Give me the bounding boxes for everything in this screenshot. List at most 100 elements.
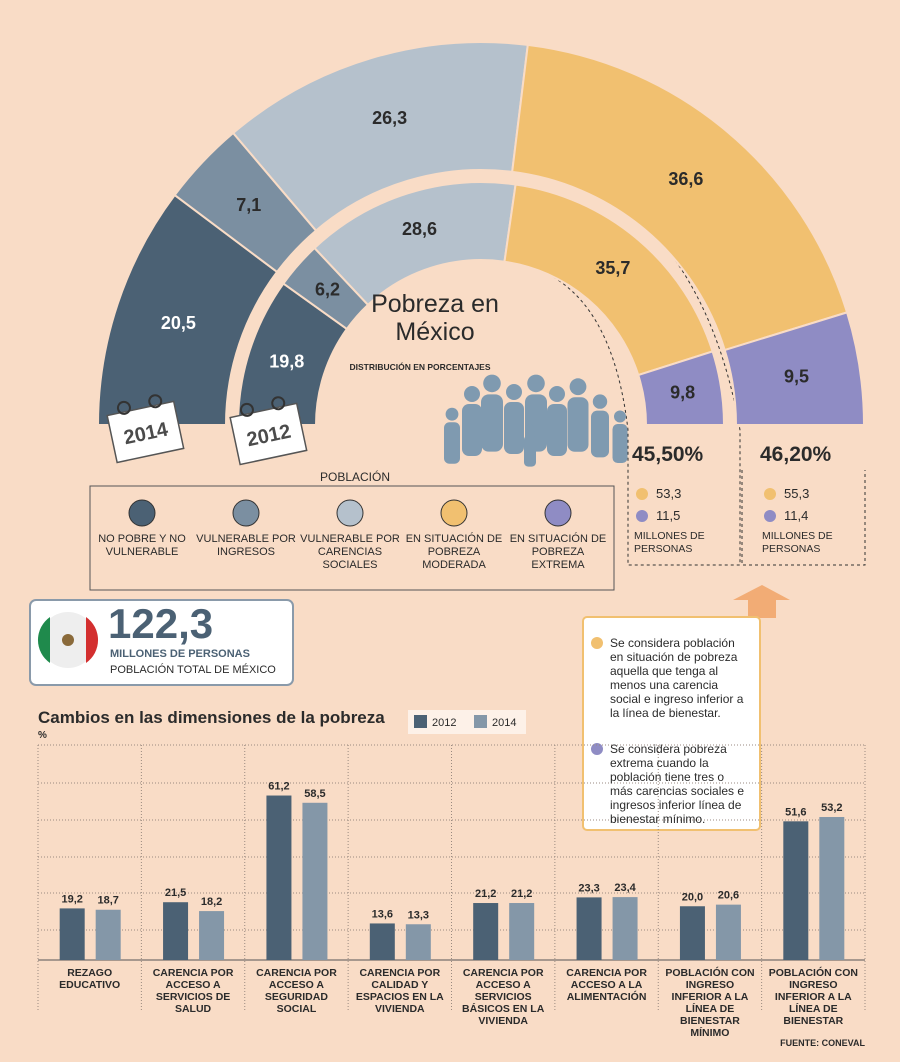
bar <box>576 897 602 960</box>
y-label: % <box>38 730 47 741</box>
flag <box>62 634 74 646</box>
x-tick-label: CARENCIA POR ACCESO A SEGURIDAD SOCIAL <box>256 967 337 1015</box>
legend-swatch <box>474 715 487 728</box>
summary-dot <box>764 510 776 522</box>
value-label: 53,2 <box>821 802 842 814</box>
summary-unit: MILLONES DE PERSONAS <box>634 530 705 555</box>
bar <box>819 817 845 960</box>
summary-dot <box>636 510 648 522</box>
person-icon <box>547 404 567 456</box>
title: Pobreza en México <box>371 290 499 346</box>
value-label: 13,3 <box>408 909 429 921</box>
ring-segment <box>637 350 726 426</box>
summary-moderate: 55,3 <box>784 486 810 501</box>
ring-segment <box>723 311 866 426</box>
value-label: 21,2 <box>511 888 532 900</box>
value-label: 51,6 <box>785 806 806 818</box>
calendar: 2012 <box>229 396 308 466</box>
person-icon <box>549 386 565 402</box>
bar <box>59 908 85 960</box>
legend-label: EN SITUACIÓN DE POBREZA MODERADA <box>405 533 503 571</box>
total-unit: MILLONES DE PERSONAS <box>110 648 250 660</box>
legend-swatch <box>414 715 427 728</box>
bar <box>163 902 189 960</box>
person-icon <box>524 435 536 467</box>
calendar-ring <box>148 394 163 409</box>
person-icon <box>567 397 589 452</box>
bar <box>679 906 705 960</box>
value-label: 23,4 <box>614 882 636 894</box>
person-icon <box>483 374 501 393</box>
value-label: 13,6 <box>372 908 393 920</box>
note-dot <box>591 743 603 755</box>
legend-dot <box>128 499 156 527</box>
value-label: 6,2 <box>315 279 340 299</box>
value-label: 19,8 <box>269 351 304 371</box>
total-box <box>29 599 294 686</box>
value-label: 20,6 <box>718 890 739 902</box>
value-label: 20,5 <box>161 313 196 333</box>
x-tick-label: CARENCIA POR ACCESO A LA ALIMENTACIÓN <box>566 967 647 1003</box>
bar <box>612 897 638 960</box>
legend-dot <box>232 499 260 527</box>
x-tick-label: POBLACIÓN CON INGRESO INFERIOR A LA LÍNE… <box>665 967 755 1039</box>
x-tick-label: POBLACIÓN CON INGRESO INFERIOR A LA LÍNE… <box>768 967 858 1027</box>
person-icon <box>445 407 459 421</box>
subtitle: DISTRIBUCIÓN EN PORCENTAJES <box>349 362 491 372</box>
legend-label: EN SITUACIÓN DE POBREZA EXTREMA <box>509 533 607 571</box>
bar <box>509 903 535 960</box>
summary-percent: 45,50% <box>632 443 704 466</box>
arrow <box>733 585 790 618</box>
legend-dot <box>544 499 572 527</box>
flag <box>86 617 99 663</box>
legend-label: 2014 <box>492 717 516 729</box>
bar <box>266 795 292 960</box>
bar <box>369 923 395 960</box>
summary-moderate: 53,3 <box>656 486 682 501</box>
legend-dot <box>336 499 364 527</box>
value-label: 18,2 <box>201 896 222 908</box>
bar-legend-box <box>408 710 526 734</box>
value-label: 36,6 <box>668 169 703 189</box>
total-value: 122,3 <box>108 600 214 647</box>
x-tick-label: CARENCIA POR CALIDAD Y ESPACIOS EN LA VI… <box>355 967 444 1015</box>
x-tick-label: CARENCIA POR ACCESO A SERVICIOS BÁSICOS … <box>462 967 545 1027</box>
value-label: 9,5 <box>784 366 809 386</box>
note-dot <box>591 637 603 649</box>
person-icon <box>506 384 522 400</box>
value-label: 9,8 <box>670 383 695 403</box>
note: Se considera pobreza extrema cuando la p… <box>610 742 745 826</box>
value-label: 19,2 <box>61 893 82 905</box>
bar <box>473 903 499 960</box>
calendar-ring <box>271 396 286 411</box>
bar <box>783 821 809 960</box>
summary-extreme: 11,4 <box>784 508 809 523</box>
legend-box <box>89 485 615 591</box>
person-icon <box>614 410 626 423</box>
calendar-ring <box>116 400 131 415</box>
summary-dot <box>764 488 776 500</box>
calendar-page <box>229 402 308 466</box>
note: Se considera población en situación de p… <box>610 636 744 720</box>
bar-title: Cambios en las dimensiones de la pobreza <box>38 708 385 727</box>
calendar-ring <box>239 402 254 417</box>
value-label: 21,5 <box>165 887 186 899</box>
bar <box>95 909 121 960</box>
value-label: 35,7 <box>595 258 630 278</box>
legend-label: 2012 <box>432 717 456 729</box>
x-tick-label: REZAGO EDUCATIVO <box>59 967 121 991</box>
bar <box>302 802 328 960</box>
connector <box>741 470 866 566</box>
bar <box>405 924 431 960</box>
calendar-page <box>106 400 185 464</box>
total-label: POBLACIÓN TOTAL DE MÉXICO <box>110 664 276 676</box>
summary-dot <box>636 488 648 500</box>
legend-title: POBLACIÓN <box>319 470 391 484</box>
x-tick-label: CARENCIA POR ACCESO A SERVICIOS DE SALUD <box>152 967 234 1015</box>
legend-label: NO POBRE Y NO VULNERABLE <box>98 533 186 558</box>
person-icon <box>569 378 587 396</box>
value-label: 18,7 <box>97 895 118 907</box>
legend-label: VULNERABLE POR INGRESOS <box>196 533 296 558</box>
